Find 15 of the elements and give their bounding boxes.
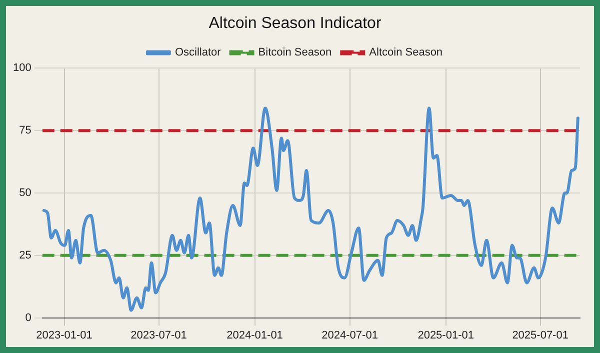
y-tick-label: 25	[19, 249, 32, 262]
x-tick-label: 2024-07-01	[322, 329, 378, 342]
legend-label: Oscillator	[174, 46, 222, 59]
x-tick-label: 2023-01-01	[36, 329, 92, 342]
chart-title: Altcoin Season Indicator	[208, 15, 382, 32]
y-tick-label: 75	[19, 124, 32, 137]
y-tick-label: 0	[25, 312, 32, 324]
x-tick-label: 2024-01-01	[226, 329, 283, 342]
legend-label: Altcoin Season	[369, 46, 443, 59]
legend-label: Bitcoin Season	[258, 46, 332, 59]
x-tick-label: 2025-07-01	[512, 329, 568, 342]
x-tick-label: 2025-01-01	[418, 329, 474, 342]
y-tick-label: 100	[12, 62, 32, 74]
y-tick-label: 50	[19, 187, 32, 200]
x-tick-label: 2023-07-01	[130, 329, 187, 342]
